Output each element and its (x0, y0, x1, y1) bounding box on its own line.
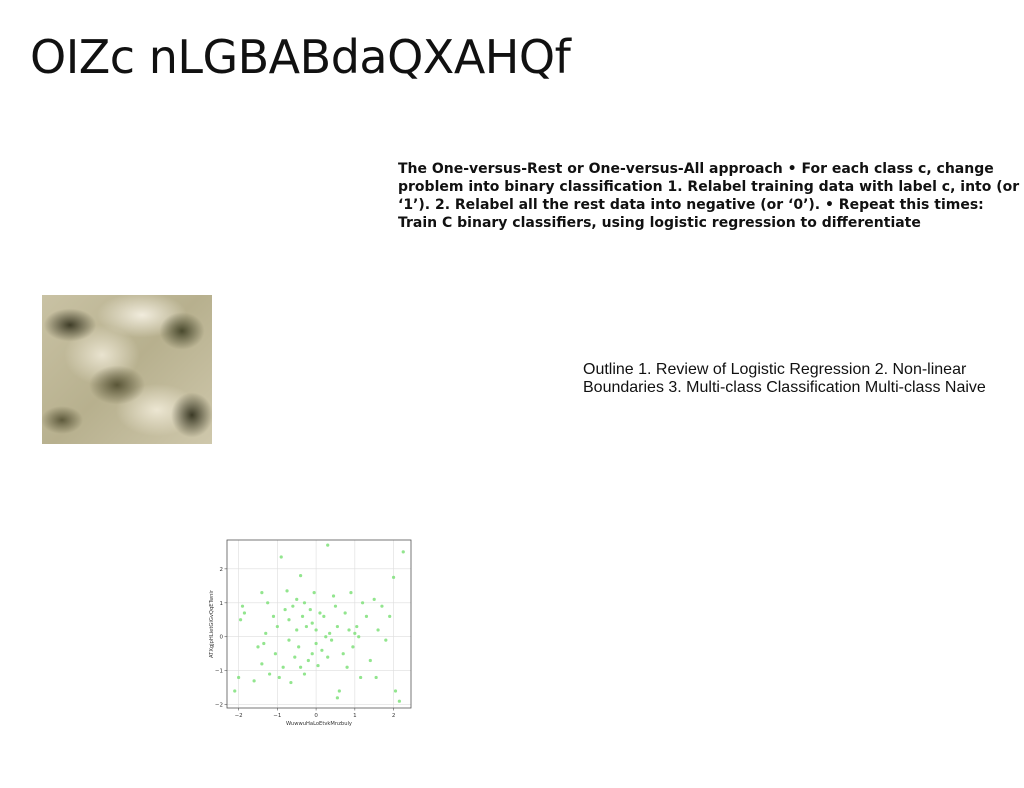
scatter-point (302, 601, 307, 605)
scatter-point (360, 601, 365, 605)
scatter-point (240, 604, 245, 608)
scatter-point (312, 591, 316, 595)
scatter-point (277, 675, 281, 680)
scatter-point (357, 635, 361, 639)
scatter-point (320, 648, 324, 652)
scatter-point (302, 672, 307, 676)
scatter-point (266, 601, 270, 605)
scatter-point (333, 604, 338, 608)
scatter-point (271, 614, 276, 618)
slide-title: OIZc nLGBABdaQXAHQf (30, 30, 571, 84)
scatter-point (238, 618, 243, 622)
scatter-point (364, 614, 369, 618)
scatter-point (347, 628, 351, 632)
x-tick-label: 1 (353, 713, 357, 719)
scatter-point (376, 628, 380, 632)
scatter-point (279, 555, 283, 559)
scatter-point (359, 675, 363, 680)
scatter-point (368, 658, 372, 663)
scatter-point (391, 575, 396, 579)
scatter-point (393, 689, 398, 693)
scatter-point (397, 699, 401, 703)
scatter-point (326, 655, 330, 659)
scatter-point (337, 689, 341, 693)
scatter-point (299, 574, 303, 578)
scatter-point (268, 672, 272, 676)
scatter-point (264, 631, 268, 635)
texture-image (42, 295, 212, 444)
scatter-point (388, 614, 392, 618)
scatter-point (318, 611, 322, 615)
scatter-point (299, 665, 303, 669)
scatter-point (326, 543, 330, 547)
scatter-point (297, 645, 301, 649)
scatter-point (233, 689, 237, 693)
scatter-point (328, 631, 332, 635)
scatter-point (401, 550, 405, 554)
scatter-point (374, 675, 378, 680)
scatter-point (287, 638, 291, 642)
scatter-point (331, 594, 336, 598)
x-tick-label: 2 (392, 713, 396, 719)
scatter-point (310, 652, 314, 656)
scatter-point (256, 645, 260, 649)
x-tick-label: 0 (314, 713, 318, 719)
scatter-point (252, 679, 256, 683)
scatter-point (343, 611, 347, 615)
scatter-point (285, 589, 289, 593)
scatter-point (237, 675, 241, 680)
plot-frame (226, 539, 412, 709)
scatter-point (324, 635, 328, 639)
scatter-point (355, 624, 359, 629)
y-tick-label: 0 (220, 635, 224, 641)
scatter-point (384, 638, 388, 642)
scatter-point (316, 663, 320, 668)
y-tick-label: 2 (220, 567, 224, 573)
outline-text: Outline 1. Review of Logistic Regression… (583, 361, 986, 396)
scatter-point (260, 591, 264, 595)
scatter-point (293, 655, 297, 659)
x-tick-label: −1 (273, 713, 281, 719)
scatter-point (349, 591, 353, 595)
scatter-point (260, 662, 264, 666)
scatter-point (351, 645, 355, 649)
scatter-point (300, 614, 305, 618)
scatter-point (289, 680, 293, 685)
scatter-point (353, 631, 357, 635)
scatter-point (380, 604, 384, 608)
scatter-point (283, 607, 287, 612)
scatter-point (345, 665, 349, 669)
scatter-chart-svg: −2 −1 0 1 2 −2 −1 0 1 2 WuwwuHaLoEtvkMnzbuly ATXg… (209, 539, 412, 727)
scatter-point (281, 665, 285, 669)
scatter-point (262, 641, 266, 646)
scatter-point (273, 652, 278, 656)
y-tick-label: −2 (215, 703, 223, 709)
scatter-point (335, 624, 339, 629)
scatter-point (310, 621, 314, 625)
scatter-point (314, 628, 318, 632)
y-axis-label: ATXgjpHLietGiGvQqETwnir (209, 589, 215, 658)
scatter-point (335, 696, 339, 700)
scatter-point (275, 624, 279, 629)
scatter-point (372, 597, 376, 601)
y-tick-label: 1 (220, 601, 224, 607)
x-axis-label: WuwwuHaLoEtvkMnzbuly (286, 721, 352, 727)
scatter-point (306, 658, 310, 663)
scatter-chart: −2 −1 0 1 2 −2 −1 0 1 2 WuwwuHaLoEtvkMnzbuly ATXg… (200, 533, 420, 733)
scatter-point (295, 628, 299, 632)
scatter-point (322, 614, 326, 618)
scatter-point (308, 607, 312, 612)
scatter-point (304, 624, 309, 629)
y-tick-label: −1 (215, 669, 223, 675)
x-tick-label: −2 (235, 713, 243, 719)
scatter-point (314, 641, 318, 646)
scatter-point (341, 652, 345, 656)
one-vs-rest-text: The One-versus-Rest or One-versus-All ap… (398, 161, 1020, 231)
scatter-point (287, 618, 291, 622)
scatter-point (291, 604, 295, 608)
scatter-point (242, 611, 247, 615)
scatter-point (295, 597, 299, 601)
scatter-point (329, 638, 334, 642)
